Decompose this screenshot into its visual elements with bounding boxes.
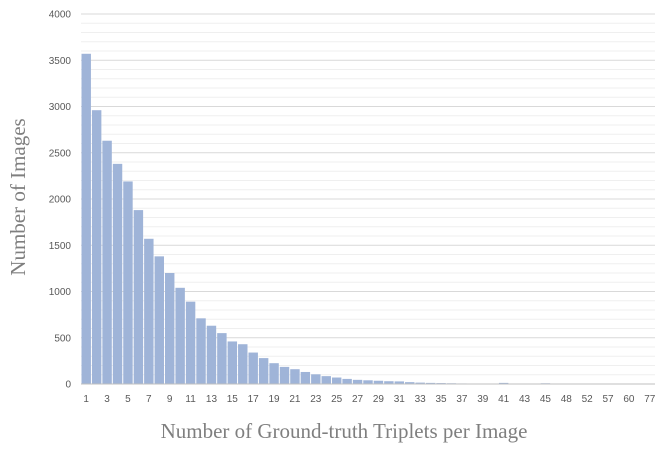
- x-tick-label: 9: [167, 394, 173, 405]
- bar-30: [384, 381, 394, 384]
- bar-15: [227, 341, 238, 384]
- x-tick-label: 35: [435, 394, 447, 405]
- bar-33: [415, 382, 425, 384]
- bar-28: [363, 380, 373, 384]
- x-tick-label: 31: [394, 394, 406, 405]
- bar-7: [144, 238, 154, 384]
- y-tick-label: 2000: [49, 195, 72, 206]
- x-tick-label: 57: [602, 394, 614, 405]
- y-tick-label: 3500: [49, 56, 72, 67]
- bar-10: [175, 287, 185, 384]
- bar-20: [279, 366, 290, 384]
- bar-4: [112, 163, 123, 384]
- bar-1: [81, 53, 91, 385]
- x-tick-label: 13: [206, 394, 218, 405]
- bar-9: [164, 273, 175, 384]
- x-tick-label: 39: [477, 394, 489, 405]
- y-tick-label: 500: [54, 333, 71, 344]
- x-tick-label: 41: [498, 394, 510, 405]
- y-axis-title: Number of Images: [6, 118, 30, 275]
- bar-18: [258, 358, 269, 384]
- x-axis-title: Number of Ground-truth Triplets per Imag…: [161, 419, 528, 443]
- bar-12: [196, 318, 206, 384]
- x-tick-label: 11: [185, 394, 196, 405]
- x-tick-label: 45: [540, 394, 552, 405]
- bar-17: [248, 352, 258, 384]
- bars: [81, 53, 655, 385]
- bar-31: [394, 381, 405, 384]
- x-tick-label: 33: [415, 394, 427, 405]
- y-tick-labels: 0 500 1000 1500 2000 2500 3000 3500 4000: [49, 10, 72, 391]
- x-tick-label: 27: [352, 394, 364, 405]
- bar-3: [102, 140, 112, 384]
- x-tick-label: 7: [146, 394, 152, 405]
- x-tick-label: 1: [83, 394, 89, 405]
- bar-2: [91, 110, 102, 384]
- x-tick-label: 43: [519, 394, 531, 405]
- x-tick-label: 48: [561, 394, 573, 405]
- bar-14: [217, 333, 227, 384]
- x-tick-label: 15: [227, 394, 239, 405]
- bar-29: [373, 380, 384, 384]
- x-tick-label: 23: [310, 394, 322, 405]
- bar-34: [425, 382, 436, 384]
- bar-5: [123, 181, 133, 384]
- bar-26: [342, 378, 352, 384]
- x-tick-label: 19: [269, 394, 281, 405]
- x-tick-label: 77: [644, 394, 656, 405]
- bar-22: [300, 371, 311, 384]
- y-tick-label: 0: [65, 380, 71, 391]
- bar-6: [133, 210, 144, 384]
- x-tick-label: 29: [373, 394, 385, 405]
- x-tick-label: 5: [125, 394, 131, 405]
- x-tick-label: 60: [623, 394, 635, 405]
- bar-13: [206, 325, 217, 384]
- y-tick-label: 3000: [49, 102, 72, 113]
- bar-27: [352, 379, 363, 384]
- y-tick-label: 1500: [49, 241, 72, 252]
- x-tick-label: 3: [104, 394, 110, 405]
- bar-32: [405, 382, 415, 384]
- x-tick-label: 37: [456, 394, 468, 405]
- bar-41: [498, 382, 509, 384]
- x-tick-label: 17: [248, 394, 260, 405]
- bar-8: [154, 256, 164, 384]
- y-tick-label: 1000: [49, 287, 72, 298]
- bar-16: [238, 344, 248, 384]
- x-tick-label: 21: [289, 394, 301, 405]
- x-tick-labels: 1 3 5 7 9 11 13 15 17 19 21 23 25 27 29 31 33 35 37 39 41 43 4…: [83, 394, 655, 405]
- y-tick-label: 2500: [49, 148, 72, 159]
- bar-25: [331, 377, 342, 384]
- x-tick-label: 25: [331, 394, 343, 405]
- bar-23: [311, 374, 321, 384]
- x-tick-label: 52: [582, 394, 594, 405]
- bar-24: [321, 376, 331, 384]
- bar-21: [290, 369, 300, 384]
- y-tick-label: 4000: [49, 10, 72, 21]
- bar-11: [185, 301, 196, 384]
- bar-19: [269, 363, 279, 384]
